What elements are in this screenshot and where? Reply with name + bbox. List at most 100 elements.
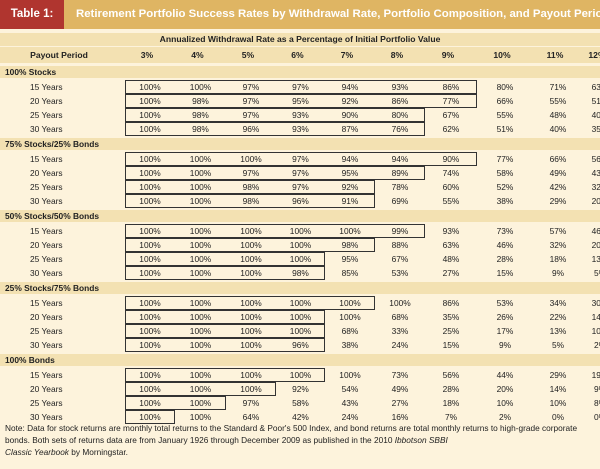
success-rate-cell: 100% (189, 226, 212, 236)
success-rate-cell: 96% (242, 124, 260, 134)
success-rate-cell: 66% (496, 96, 514, 106)
success-rate-cell: 88% (391, 240, 409, 250)
success-rate-cell: 100% (139, 298, 161, 308)
section-header: 100% Stocks (0, 66, 600, 78)
success-rate-cell: 38% (496, 196, 514, 206)
payout-period-cell: 30 Years (30, 340, 63, 350)
success-rate-cell: 97% (292, 82, 309, 92)
highlight-box (125, 194, 375, 208)
column-header-row: Payout Period 3% 4% 5% 6% 7% 8% 9% 10% 11% 12% (0, 47, 600, 63)
payout-period-cell: 20 Years (30, 96, 63, 106)
success-rate-cell: 28% (496, 254, 514, 264)
success-rate-cell: 56% (442, 370, 460, 380)
success-rate-cell: 49% (549, 168, 567, 178)
success-rate-cell: 100% (139, 110, 161, 120)
table-row: 30 Years 100% 98% 96% 93% 87% 76% 62% 51% 40% 35% (0, 122, 600, 136)
success-rate-cell: 97% (242, 110, 260, 120)
success-rate-cell: 85% (341, 268, 359, 278)
success-rate-cell: 49% (391, 384, 409, 394)
success-rate-cell: 48% (442, 254, 460, 264)
column-header-rate: 10% (493, 50, 511, 60)
success-rate-cell: 100% (240, 370, 262, 380)
column-header-payout-period: Payout Period (30, 50, 88, 60)
success-rate-cell: 100% (240, 340, 262, 350)
success-rate-cell: 58% (496, 168, 514, 178)
success-rate-cell: 17% (496, 326, 514, 336)
success-rate-cell: 55% (496, 110, 514, 120)
success-rate-cell: 20% (591, 240, 600, 250)
success-rate-cell: 76% (391, 124, 409, 134)
success-rate-cell: 53% (391, 268, 409, 278)
success-rate-cell: 40% (591, 110, 600, 120)
payout-period-cell: 25 Years (30, 110, 63, 120)
highlight-box (125, 224, 425, 238)
highlight-box (125, 94, 477, 108)
success-rate-cell: 100% (289, 254, 312, 264)
success-rate-cell: 100% (240, 298, 262, 308)
highlight-box (125, 368, 325, 382)
success-rate-cell: 97% (242, 82, 260, 92)
highlight-box (125, 324, 325, 338)
success-rate-cell: 100% (139, 326, 161, 336)
success-rate-cell: 100% (139, 412, 161, 422)
success-rate-cell: 30% (591, 298, 600, 308)
highlight-box (125, 122, 425, 136)
highlight-box (125, 238, 375, 252)
success-rate-cell: 22% (549, 312, 567, 322)
success-rate-cell: 9% (551, 268, 565, 278)
payout-period-cell: 25 Years (30, 182, 63, 192)
success-rate-cell: 0% (551, 412, 565, 422)
success-rate-cell: 100% (189, 384, 212, 394)
highlight-box (125, 80, 477, 94)
success-rate-cell: 100% (139, 226, 161, 236)
success-rate-cell: 43% (341, 398, 359, 408)
success-rate-cell: 100% (139, 82, 161, 92)
success-rate-cell: 100% (189, 254, 212, 264)
table-row: 20 Years 100% 100% 97% 97% 95% 89% 74% 58% 49% 43% (0, 166, 600, 180)
highlight-box (125, 180, 375, 194)
success-rate-cell: 35% (442, 312, 460, 322)
success-rate-cell: 100% (189, 154, 212, 164)
payout-period-cell: 20 Years (30, 240, 63, 250)
success-rate-cell: 100% (139, 398, 161, 408)
success-rate-cell: 98% (242, 196, 260, 206)
success-rate-cell: 32% (591, 182, 600, 192)
success-rate-cell: 100% (189, 168, 212, 178)
success-rate-cell: 92% (292, 384, 309, 394)
success-rate-cell: 100% (139, 182, 161, 192)
success-rate-cell: 93% (292, 124, 309, 134)
success-rate-cell: 90% (442, 154, 460, 164)
success-rate-cell: 2% (593, 340, 600, 350)
success-rate-cell: 7% (444, 412, 458, 422)
success-rate-cell: 28% (442, 384, 460, 394)
success-rate-cell: 18% (442, 398, 460, 408)
success-rate-cell: 14% (591, 312, 600, 322)
column-header-rate: 11% (546, 50, 564, 60)
success-rate-cell: 15% (496, 268, 514, 278)
success-rate-cell: 100% (240, 254, 262, 264)
success-rate-cell: 68% (341, 326, 359, 336)
success-rate-cell: 94% (391, 154, 409, 164)
success-rate-cell: 100% (339, 226, 361, 236)
success-rate-cell: 44% (496, 370, 514, 380)
table-note: Note: Data for stock returns are monthly… (5, 422, 595, 458)
column-header-rate: 6% (291, 50, 304, 60)
success-rate-cell: 10% (496, 398, 514, 408)
success-rate-cell: 100% (139, 240, 161, 250)
success-rate-cell: 10% (591, 326, 600, 336)
table-title: Retirement Portfolio Success Rates by Wi… (76, 8, 600, 20)
success-rate-cell: 98% (192, 96, 209, 106)
success-rate-cell: 86% (391, 96, 409, 106)
success-rate-cell: 100% (189, 340, 212, 350)
success-rate-cell: 18% (549, 254, 567, 264)
note-italic-title-2: Classic Yearbook (5, 447, 69, 457)
success-rate-cell: 100% (289, 226, 312, 236)
success-rate-cell: 100% (189, 182, 212, 192)
success-rate-cell: 27% (442, 268, 460, 278)
success-rate-cell: 73% (391, 370, 409, 380)
success-rate-cell: 92% (341, 182, 359, 192)
payout-period-cell: 15 Years (30, 370, 63, 380)
success-rate-cell: 100% (240, 384, 262, 394)
success-rate-cell: 99% (391, 226, 409, 236)
payout-period-cell: 15 Years (30, 82, 63, 92)
